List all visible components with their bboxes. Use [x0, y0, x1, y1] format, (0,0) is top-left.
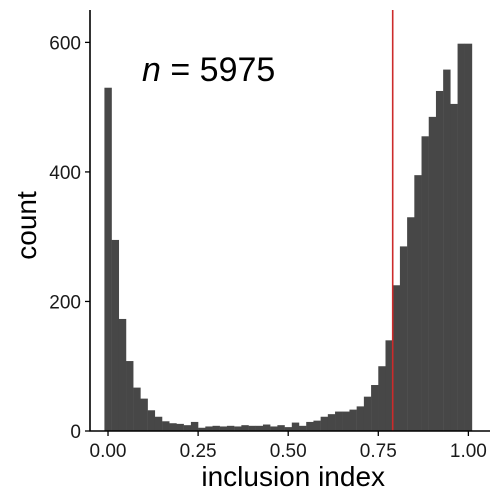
histogram-bar — [450, 103, 458, 432]
histogram-bar — [262, 424, 271, 431]
histogram-bar — [234, 426, 242, 431]
histogram-bar — [226, 425, 235, 431]
y-tick-label: 0 — [70, 422, 81, 443]
histogram-bar — [111, 239, 120, 431]
annotation-count: = 5975 — [161, 51, 275, 89]
histogram-bar — [291, 422, 300, 431]
histogram-bar — [169, 423, 177, 431]
histogram-bar — [371, 385, 379, 431]
histogram-bar — [378, 366, 386, 431]
histogram-bar — [327, 414, 336, 431]
histogram-bar — [126, 361, 134, 431]
histogram-bar — [162, 421, 170, 431]
histogram-bar — [392, 285, 401, 431]
histogram-bar — [248, 425, 256, 431]
sample-size-annotation: n = 5975 — [142, 51, 275, 89]
histogram-bar — [385, 340, 393, 431]
histogram-bar — [190, 421, 199, 431]
histogram-bar — [284, 427, 293, 431]
histogram-bar — [133, 387, 141, 431]
x-tick-label: 1.00 — [450, 441, 487, 462]
histogram-bar — [219, 426, 228, 431]
histogram-bar — [154, 416, 163, 431]
histogram-bar — [277, 425, 285, 431]
x-tick-label: 0.00 — [90, 441, 127, 462]
axes-group: 0.00 0.25 0.50 0.75 1.00 0 200 400 600 — [49, 10, 490, 462]
x-tick-label: 0.75 — [360, 441, 397, 462]
y-tick-label: 600 — [49, 33, 81, 54]
histogram-bar — [198, 427, 206, 431]
histogram-bar — [363, 396, 372, 431]
histogram-bar — [356, 406, 365, 431]
histogram-bar — [428, 116, 437, 431]
x-tick-label: 0.25 — [180, 441, 217, 462]
histogram-bar — [270, 426, 278, 431]
histogram-bar — [118, 318, 127, 431]
x-axis-title: inclusion index — [201, 461, 385, 492]
histogram-bar — [435, 90, 444, 431]
histogram-bar — [212, 425, 220, 431]
histogram-bar — [176, 423, 184, 431]
histogram-bar — [299, 425, 307, 431]
histogram-bar — [399, 246, 408, 431]
y-tick-label: 200 — [49, 292, 81, 313]
histogram-bar — [443, 69, 451, 431]
y-tick-label: 400 — [49, 163, 81, 184]
histogram-bar — [205, 426, 213, 431]
histogram-bar — [342, 411, 350, 431]
bars-group — [104, 43, 473, 432]
histogram-bar — [457, 43, 465, 432]
histogram-bar — [255, 425, 264, 431]
histogram-bar — [349, 409, 357, 431]
histogram-bar — [147, 410, 156, 431]
histogram-bar — [464, 43, 473, 432]
histogram-bar — [183, 425, 192, 431]
y-axis-title: count — [11, 191, 42, 260]
histogram-bar — [140, 398, 148, 431]
histogram-bar — [335, 411, 343, 431]
histogram-bar — [104, 87, 112, 431]
histogram-bar — [414, 175, 422, 431]
histogram-bar — [313, 420, 321, 431]
x-tick-label: 0.50 — [270, 441, 307, 462]
histogram-bar — [306, 421, 314, 431]
histogram-bar — [320, 416, 329, 431]
histogram-bar — [407, 217, 415, 431]
histogram-bar — [241, 425, 249, 431]
histogram-bar — [421, 136, 429, 432]
annotation-italic-n: n — [142, 51, 161, 89]
